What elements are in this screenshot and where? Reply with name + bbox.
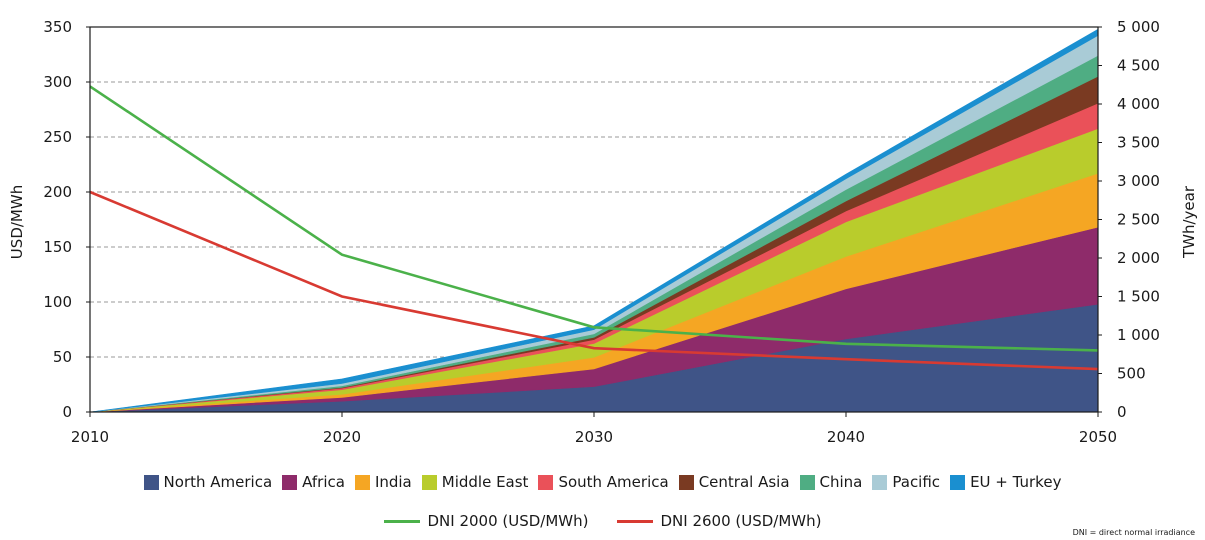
y-tick-label: 300 [43,73,72,91]
y-tick-label: 350 [43,18,72,36]
legend-label: South America [558,473,669,491]
legend-swatch [143,474,159,490]
legend-line-swatch [616,519,653,523]
legend-item: India [354,473,412,491]
legend-label: Pacific [892,473,941,491]
y2-tick-label: 500 [1117,365,1146,383]
y2-tick-label: 4 500 [1117,57,1160,75]
y-tick-label: 50 [53,348,72,366]
legend-item: China [799,473,863,491]
y-axis-left-label: USD/MWh [8,185,26,259]
legend-swatch [872,474,888,490]
y2-tick-label: 1 500 [1117,288,1160,306]
y2-tick-label: 4 000 [1117,95,1160,113]
legend-swatch [282,474,298,490]
legend-item: Central Asia [678,473,790,491]
legend-label: Middle East [441,473,529,491]
legend-item: DNI 2000 (USD/MWh) [383,512,589,530]
y-tick-label: 250 [43,128,72,146]
legend-label: China [819,473,863,491]
axes: 0 50 100 150 200 250 300 350 0 500 1 000 1 500 2 000… [43,18,1160,446]
x-tick-label: 2020 [323,428,361,446]
legend-swatch [678,474,694,490]
y2-tick-label: 3 000 [1117,172,1160,190]
legend-label: DNI 2600 (USD/MWh) [660,512,822,530]
y-tick-label: 200 [43,183,72,201]
y-tick-label: 150 [43,238,72,256]
legend-lines: DNI 2000 (USD/MWh) DNI 2600 (USD/MWh) [0,512,1205,530]
legend-swatch [538,474,554,490]
legend-swatch [421,474,437,490]
legend-item: Pacific [872,473,940,491]
legend-swatch [950,474,966,490]
legend-areas: North America Africa India Middle East South… [0,473,1205,491]
y2-tick-label: 3 500 [1117,134,1160,152]
line-dni-2600-usd-mwh [89,190,1099,371]
footnote: DNI = direct normal irradiance [1072,528,1195,537]
y2-tick-label: 0 [1117,403,1127,421]
price-line-series [89,85,1099,371]
y2-tick-label: 2 500 [1117,211,1160,229]
legend-label: India [374,473,412,491]
y-tick-label: 100 [43,293,72,311]
legend-item: North America [143,473,273,491]
legend-label: EU + Turkey [970,473,1062,491]
legend-line-swatch [383,519,420,523]
legend-swatch [799,474,815,490]
legend-label: DNI 2000 (USD/MWh) [427,512,589,530]
y-tick-label: 0 [62,403,72,421]
legend-label: North America [163,473,273,491]
x-tick-label: 2010 [71,428,109,446]
legend-item: South America [538,473,669,491]
stacked-area-series [89,28,1099,413]
y-axis-right-label: TWh/year [1180,185,1198,259]
legend-swatch [354,474,370,490]
legend-label: Central Asia [698,473,790,491]
legend-item: Middle East [421,473,529,491]
x-tick-label: 2040 [827,428,865,446]
y2-tick-label: 1 000 [1117,326,1160,344]
legend-item: Africa [282,473,345,491]
x-tick-label: 2030 [575,428,613,446]
y2-tick-label: 2 000 [1117,249,1160,267]
y2-tick-label: 5 000 [1117,18,1160,36]
legend-label: Africa [302,473,345,491]
legend-item: EU + Turkey [950,473,1061,491]
legend-item: DNI 2600 (USD/MWh) [616,512,822,530]
line-dni-2000-usd-mwh [89,85,1099,352]
x-tick-label: 2050 [1079,428,1117,446]
